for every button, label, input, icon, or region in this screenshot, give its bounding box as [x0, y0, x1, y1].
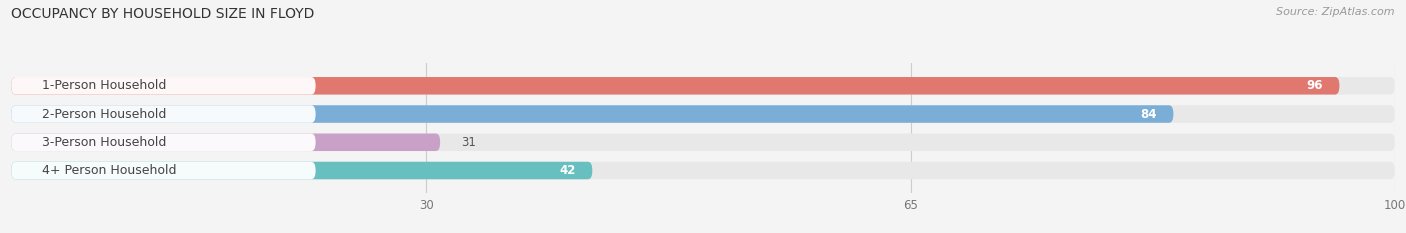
FancyBboxPatch shape [11, 162, 592, 179]
FancyBboxPatch shape [11, 134, 315, 151]
FancyBboxPatch shape [11, 134, 440, 151]
Text: 3-Person Household: 3-Person Household [42, 136, 166, 149]
FancyBboxPatch shape [11, 105, 1395, 123]
FancyBboxPatch shape [11, 134, 1395, 151]
FancyBboxPatch shape [11, 77, 1340, 95]
FancyBboxPatch shape [11, 105, 1174, 123]
Text: 31: 31 [461, 136, 475, 149]
Text: Source: ZipAtlas.com: Source: ZipAtlas.com [1277, 7, 1395, 17]
FancyBboxPatch shape [11, 77, 1395, 95]
Text: 84: 84 [1140, 107, 1157, 120]
Text: 1-Person Household: 1-Person Household [42, 79, 166, 92]
Text: 4+ Person Household: 4+ Person Household [42, 164, 176, 177]
Text: 42: 42 [560, 164, 575, 177]
Text: OCCUPANCY BY HOUSEHOLD SIZE IN FLOYD: OCCUPANCY BY HOUSEHOLD SIZE IN FLOYD [11, 7, 315, 21]
FancyBboxPatch shape [11, 77, 315, 95]
Text: 2-Person Household: 2-Person Household [42, 107, 166, 120]
FancyBboxPatch shape [11, 105, 315, 123]
FancyBboxPatch shape [11, 162, 315, 179]
FancyBboxPatch shape [11, 162, 1395, 179]
Text: 96: 96 [1306, 79, 1323, 92]
